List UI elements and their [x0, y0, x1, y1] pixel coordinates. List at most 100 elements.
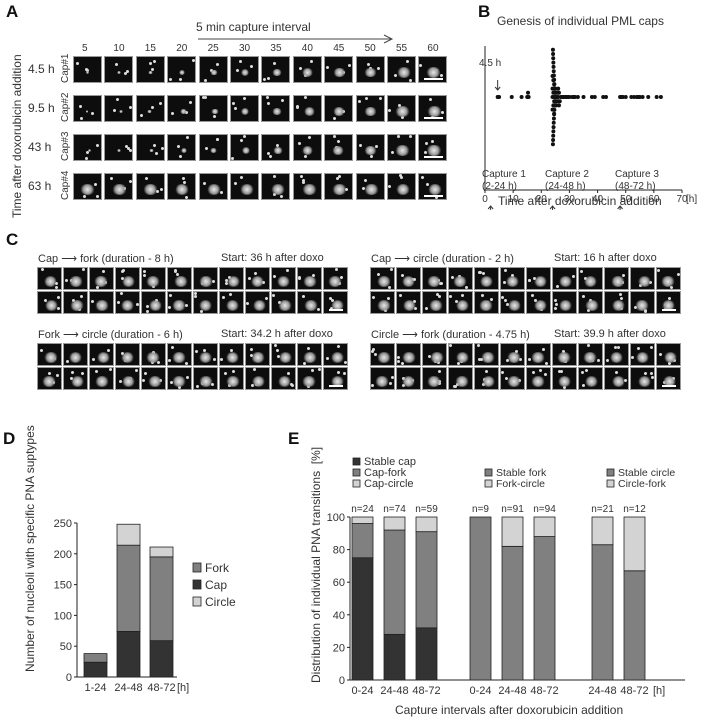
- time-lapse-frame: [141, 367, 166, 390]
- fluorescent-spot: [135, 369, 138, 372]
- time-lapse-frame: [448, 367, 473, 390]
- microscopy-frame: [418, 173, 448, 200]
- time-lapse-frame: [500, 267, 525, 290]
- pml-cap-signal: [429, 300, 443, 311]
- microscopy-frame: [292, 95, 322, 122]
- fluorescent-spot: [631, 356, 634, 359]
- time-lapse-frame: [552, 291, 577, 314]
- microscopy-frame: [135, 95, 165, 122]
- pml-cap-signal: [172, 352, 186, 363]
- fluorescent-spot: [212, 280, 215, 283]
- pml-cap-signal: [507, 376, 521, 387]
- fluorescent-spot: [620, 297, 623, 300]
- fluorescent-spot: [441, 111, 445, 114]
- pml-cap-signal: [251, 376, 266, 387]
- fluorescent-spot: [91, 112, 94, 115]
- fluorescent-spot: [399, 294, 402, 297]
- pml-cap-signal: [302, 184, 317, 195]
- microscopy-frame: [135, 56, 165, 83]
- microscopy-frame: [324, 134, 354, 161]
- svg-text:n=12: n=12: [623, 504, 646, 515]
- time-lapse-frame: [271, 291, 296, 314]
- fluorescent-spot: [169, 294, 172, 297]
- fluorescent-spot: [79, 105, 82, 108]
- fluorescent-spot: [617, 346, 620, 349]
- pml-cap-signal: [363, 145, 377, 156]
- time-lapse-frame: [370, 367, 395, 390]
- pml-cap-signal: [239, 184, 255, 195]
- fluorescent-spot: [398, 104, 401, 107]
- time-lapse-frame: [115, 343, 140, 366]
- fluorescent-spot: [203, 349, 206, 352]
- svg-text:70: 70: [676, 194, 688, 205]
- fluorescent-spot: [337, 345, 340, 348]
- pml-cap-signal: [328, 276, 342, 287]
- fluorescent-spot: [394, 74, 397, 77]
- fluorescent-spot: [272, 294, 275, 297]
- pml-cap-signal: [143, 184, 158, 195]
- fluorescent-spot: [57, 307, 60, 310]
- fluorescent-spot: [307, 136, 311, 139]
- pml-cap-signal: [557, 376, 572, 387]
- fluorescent-spot: [677, 273, 680, 276]
- pml-cap-signal: [70, 300, 84, 311]
- fluorescent-spot: [545, 362, 548, 365]
- fluorescent-spot: [317, 308, 320, 311]
- fluorescent-spot: [154, 152, 158, 155]
- fluorescent-spot: [451, 276, 454, 279]
- microscopy-frame: [167, 173, 197, 200]
- pml-cap-signal: [481, 376, 496, 387]
- fluorescent-spot: [428, 355, 431, 358]
- fluorescent-spot: [117, 301, 120, 304]
- svg-text:60: 60: [333, 577, 345, 589]
- svg-text:0: 0: [482, 194, 488, 205]
- fluorescent-spot: [372, 348, 375, 351]
- pml-cap-signal: [42, 376, 56, 387]
- fluorescent-spot: [168, 306, 171, 309]
- transition-arrow-icon: ⟶: [58, 253, 81, 265]
- fluorescent-spot: [222, 296, 225, 299]
- fluorescent-spot: [196, 385, 199, 388]
- time-lapse-frame: [193, 343, 218, 366]
- fluorescent-spot: [357, 100, 361, 103]
- fluorescent-spot: [670, 286, 673, 289]
- svg-text:24-48: 24-48: [114, 682, 142, 694]
- pml-cap-signal: [332, 145, 345, 156]
- pml-cap-signal: [583, 276, 598, 287]
- pml-cap-signal: [148, 376, 162, 387]
- time-lapse-frame: [630, 267, 655, 290]
- svg-text:n=59: n=59: [415, 504, 438, 515]
- pml-cap-signal: [558, 276, 573, 287]
- pml-cap-signal: [507, 300, 522, 311]
- fluorescent-spot: [280, 195, 284, 198]
- fluorescent-spot: [361, 187, 365, 190]
- fluorescent-spot: [490, 298, 493, 301]
- pml-cap-signal: [146, 276, 160, 287]
- fluorescent-spot: [96, 144, 99, 147]
- pml-cap-signal: [330, 300, 345, 311]
- pml-cap-signal: [377, 276, 391, 287]
- fluorescent-spot: [171, 346, 174, 349]
- pml-cap-signal: [95, 376, 109, 387]
- fluorescent-spot: [528, 279, 531, 282]
- pml-cap-signal: [363, 106, 378, 117]
- microscopy-frame: [73, 173, 102, 200]
- fluorescent-spot: [273, 62, 277, 65]
- fluorescent-spot: [369, 155, 373, 158]
- svg-text:80: 80: [333, 545, 345, 557]
- pml-cap-signal: [251, 352, 265, 363]
- capture-2-label: Capture 2 (24-48 h): [545, 169, 589, 193]
- panel-b-scatter-chart: 0 10 20 30 40 50 60 70[h]: [482, 46, 697, 210]
- pml-cap-signal: [395, 145, 410, 156]
- fluorescent-spot: [136, 303, 139, 306]
- svg-text:Stable cap: Stable cap: [364, 456, 416, 468]
- svg-text:24-48: 24-48: [380, 685, 408, 697]
- pml-cap-signal: [557, 352, 571, 363]
- fluorescent-spot: [215, 63, 219, 66]
- pml-cap-signal: [531, 352, 545, 363]
- fluorescent-spot: [236, 69, 239, 72]
- time-lapse-frame: [604, 367, 629, 390]
- fluorescent-spot: [477, 344, 480, 347]
- microscopy-frame: [261, 95, 291, 122]
- time-lapse-frame: [474, 267, 499, 290]
